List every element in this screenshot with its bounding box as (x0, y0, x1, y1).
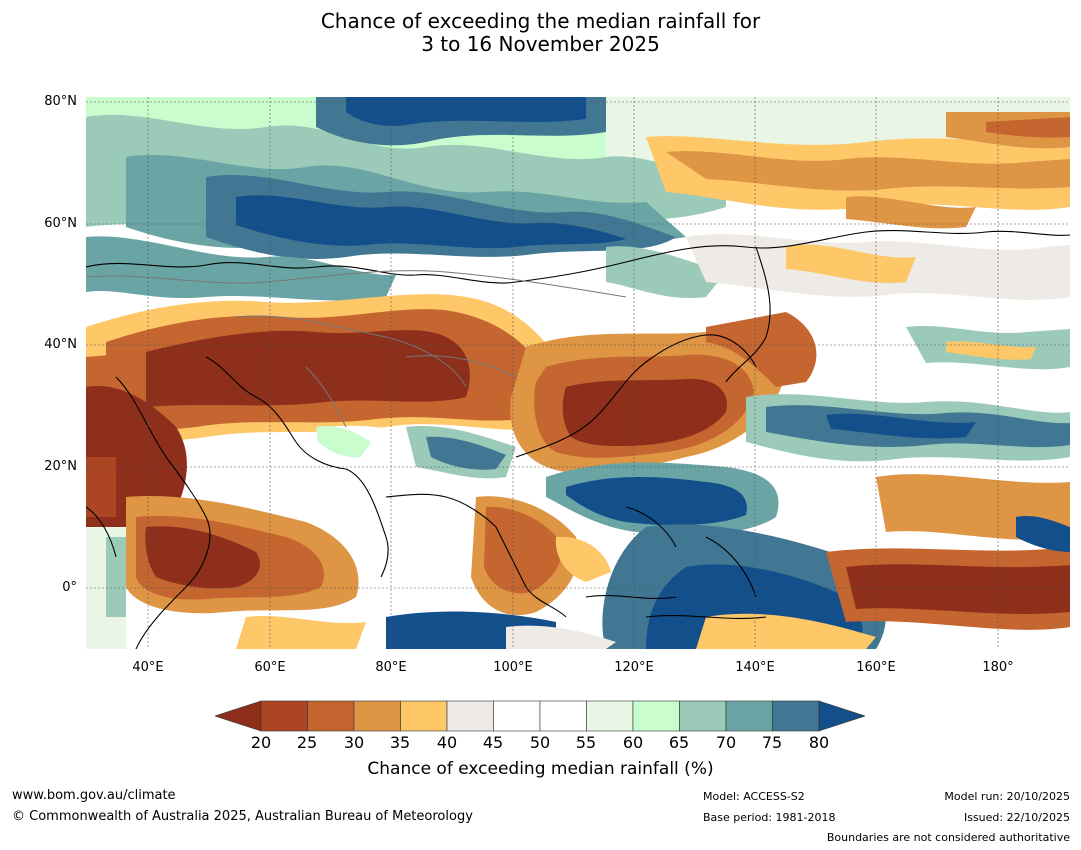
lon-label-60e: 60°E (254, 660, 286, 675)
maritime-continent (386, 462, 886, 649)
colorbar-tick-30: 30 (343, 733, 365, 752)
lon-label-80e: 80°E (375, 660, 407, 675)
footer-model-run: Model run: 20/10/2025 (944, 790, 1070, 803)
asia-dry-core (86, 294, 556, 527)
colorbar-tick-80: 80 (808, 733, 830, 752)
colorbar-tick-25: 25 (296, 733, 318, 752)
colorbar (215, 700, 865, 732)
colorbar-tick-45: 45 (482, 733, 504, 752)
colorbar-title: Chance of exceeding median rainfall (%) (367, 759, 714, 779)
footer-base-period: Base period: 1981-2018 (703, 811, 836, 824)
lat-label-80n: 80°N (44, 94, 77, 109)
lon-label-140e: 140°E (735, 660, 775, 675)
east-asia-dry (510, 312, 817, 474)
country-borders (86, 270, 627, 428)
title-line-2: 3 to 16 November 2025 (421, 32, 660, 56)
arabian-sea-dry (86, 496, 366, 649)
colorbar-tick-40: 40 (436, 733, 458, 752)
lon-label-180: 180° (982, 660, 1014, 675)
colorbar-tick-55: 55 (575, 733, 597, 752)
colorbar-tick-65: 65 (668, 733, 690, 752)
lat-label-20n: 20°N (44, 459, 77, 474)
pacific-patterns (746, 325, 1070, 630)
colorbar-arrow-high (818, 700, 865, 732)
lon-label-160e: 160°E (856, 660, 896, 675)
colorbar-tick-70: 70 (715, 733, 737, 752)
lat-label-40n: 40°N (44, 337, 77, 352)
colorbar-bin-40-45 (446, 700, 494, 732)
coastlines (86, 230, 1070, 649)
lon-label-40e: 40°E (132, 660, 164, 675)
colorbar-bin-20-25 (260, 700, 308, 732)
siberia-dry-band (646, 112, 1070, 300)
colorbar-tick-20: 20 (250, 733, 272, 752)
colorbar-bin-60-65 (632, 700, 680, 732)
graticule (86, 97, 1070, 649)
colorbar-bin-50-55 (539, 700, 587, 732)
footer-disclaimer: Boundaries are not considered authoritat… (826, 831, 1070, 844)
footer-copyright: © Commonwealth of Australia 2025, Austra… (12, 809, 473, 824)
colorbar-bin-70-75 (725, 700, 773, 732)
footer-model: Model: ACCESS-S2 (703, 790, 805, 803)
northern-wet-band (86, 97, 1070, 301)
south-asia-mix (316, 425, 516, 532)
lat-label-60n: 60°N (44, 216, 77, 231)
colorbar-tick-35: 35 (389, 733, 411, 752)
colorbar-bin-35-40 (400, 700, 448, 732)
colorbar-tick-50: 50 (529, 733, 551, 752)
colorbar-arrow-low (215, 700, 262, 732)
footer-url[interactable]: www.bom.gov.au/climate (12, 788, 176, 803)
lat-label-0: 0° (62, 580, 77, 595)
colorbar-bin-55-60 (586, 700, 634, 732)
australia-north (506, 613, 876, 649)
colorbar-bin-75-80 (772, 700, 820, 732)
colorbar-bin-25-30 (307, 700, 355, 732)
rainfall-map (86, 97, 1070, 649)
title-line-1: Chance of exceeding the median rainfall … (320, 9, 761, 33)
colorbar-tick-60: 60 (622, 733, 644, 752)
footer-issued: Issued: 22/10/2025 (963, 811, 1070, 824)
lon-label-100e: 100°E (493, 660, 533, 675)
lon-label-120e: 120°E (614, 660, 654, 675)
colorbar-bin-30-35 (353, 700, 401, 732)
colorbar-tick-75: 75 (761, 733, 783, 752)
colorbar-bin-65-70 (679, 700, 727, 732)
colorbar-bin-45-50 (493, 700, 541, 732)
